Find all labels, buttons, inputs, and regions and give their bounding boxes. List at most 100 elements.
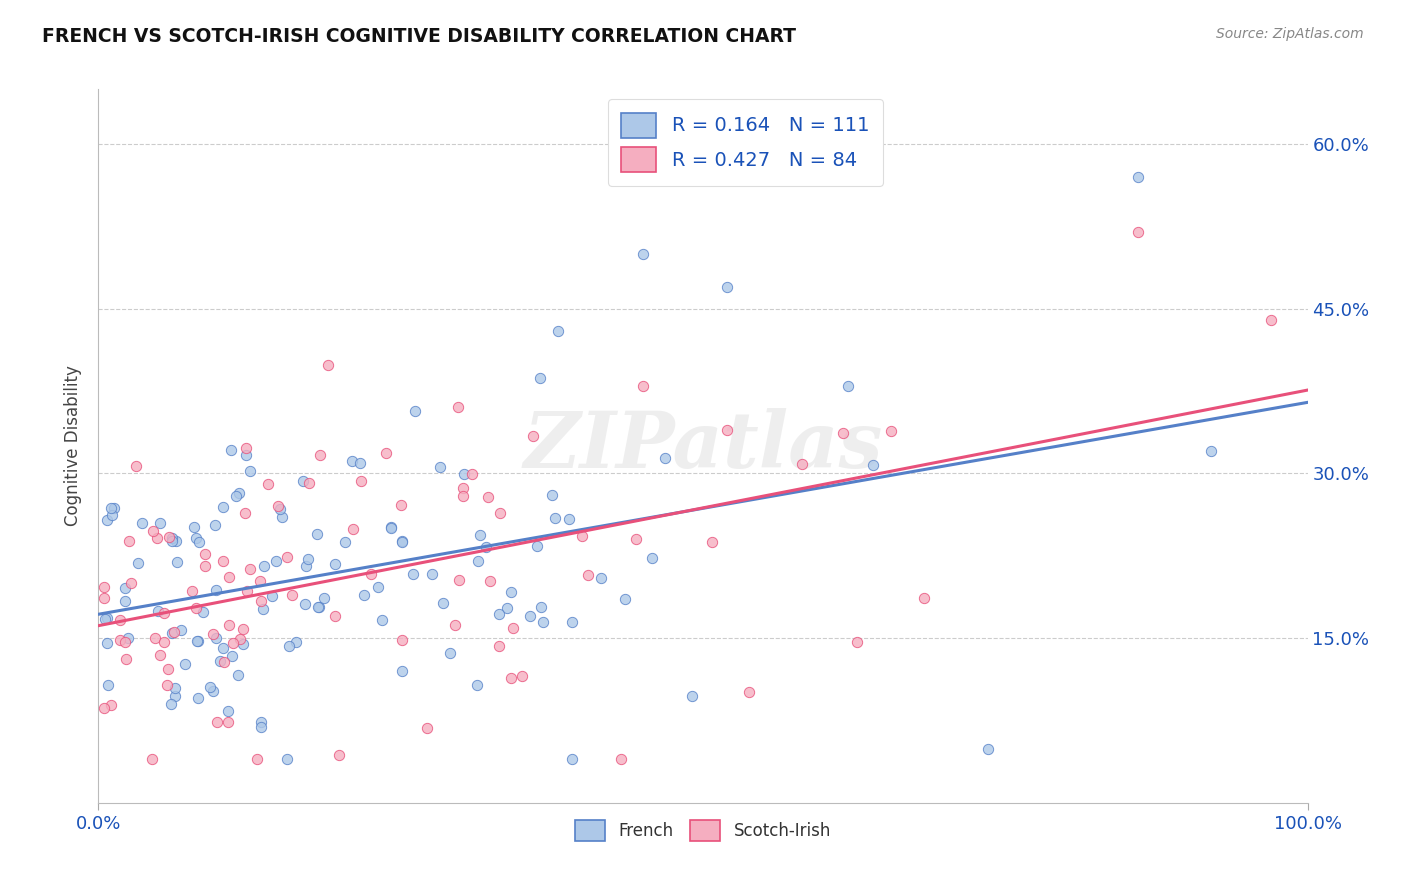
Point [250, 720, 273, 734]
Point [530, 600, 553, 615]
Point [162, 531, 184, 545]
Point [165, 534, 187, 549]
Point [120, 576, 142, 591]
Point [114, 634, 136, 648]
Point [533, 615, 555, 630]
Point [205, 582, 228, 597]
Point [298, 476, 321, 491]
Point [187, 633, 209, 648]
Point [100, 698, 122, 712]
Point [977, 742, 1000, 756]
Point [391, 533, 413, 548]
Point [186, 691, 208, 706]
Point [631, 378, 654, 392]
Point [576, 568, 599, 582]
Point [149, 648, 172, 662]
Point [1199, 444, 1222, 458]
Point [420, 567, 443, 582]
Point [792, 457, 814, 471]
Point [404, 403, 426, 417]
Point [183, 520, 205, 534]
Point [211, 640, 233, 655]
Point [335, 535, 357, 549]
Point [432, 596, 454, 610]
Point [488, 639, 510, 653]
Point [325, 609, 347, 624]
Point [153, 606, 176, 620]
Y-axis label: Cognitive Disability: Cognitive Disability [65, 366, 83, 526]
Point [349, 456, 371, 470]
Point [837, 378, 859, 392]
Point [266, 499, 288, 513]
Point [312, 591, 335, 605]
Point [1128, 225, 1150, 239]
Point [519, 608, 541, 623]
Point [200, 680, 222, 694]
Point [96, 611, 118, 625]
Point [165, 681, 187, 695]
Point [541, 488, 564, 502]
Point [186, 601, 208, 615]
Point [367, 580, 389, 594]
Point [127, 556, 149, 570]
Point [96, 513, 118, 527]
Point [193, 605, 215, 619]
Point [318, 359, 340, 373]
Point [374, 446, 396, 460]
Point [114, 581, 136, 595]
Point [235, 448, 257, 462]
Point [96, 636, 118, 650]
Legend: French, Scotch-Irish: French, Scotch-Irish [568, 814, 838, 848]
Point [218, 569, 240, 583]
Point [402, 567, 425, 582]
Point [429, 460, 451, 475]
Point [501, 671, 523, 685]
Point [342, 454, 364, 468]
Point [170, 623, 193, 637]
Point [501, 585, 523, 599]
Point [309, 448, 332, 462]
Point [101, 508, 124, 522]
Point [415, 722, 437, 736]
Text: FRENCH VS SCOTCH-IRISH COGNITIVE DISABILITY CORRELATION CHART: FRENCH VS SCOTCH-IRISH COGNITIVE DISABIL… [42, 27, 796, 45]
Point [208, 654, 231, 668]
Point [831, 425, 853, 440]
Point [292, 475, 315, 489]
Point [328, 748, 350, 763]
Point [162, 626, 184, 640]
Point [160, 697, 183, 711]
Point [544, 511, 567, 525]
Point [194, 558, 217, 573]
Point [222, 635, 245, 649]
Point [257, 477, 280, 491]
Point [236, 584, 259, 599]
Point [451, 481, 474, 495]
Point [323, 557, 346, 571]
Point [468, 527, 491, 541]
Point [114, 652, 136, 666]
Point [451, 489, 474, 503]
Point [465, 677, 488, 691]
Point [912, 591, 935, 605]
Point [239, 561, 262, 575]
Point [294, 598, 316, 612]
Point [561, 615, 583, 630]
Point [233, 506, 256, 520]
Point [218, 618, 240, 632]
Point [447, 573, 470, 587]
Point [477, 490, 499, 504]
Point [276, 752, 298, 766]
Point [276, 549, 298, 564]
Point [201, 627, 224, 641]
Point [453, 467, 475, 482]
Point [640, 550, 662, 565]
Point [461, 467, 484, 481]
Point [591, 571, 613, 585]
Point [522, 429, 544, 443]
Point [389, 498, 412, 512]
Point [529, 371, 551, 385]
Point [229, 632, 252, 646]
Point [631, 247, 654, 261]
Text: ZIPatlas: ZIPatlas [523, 408, 883, 484]
Point [125, 459, 148, 474]
